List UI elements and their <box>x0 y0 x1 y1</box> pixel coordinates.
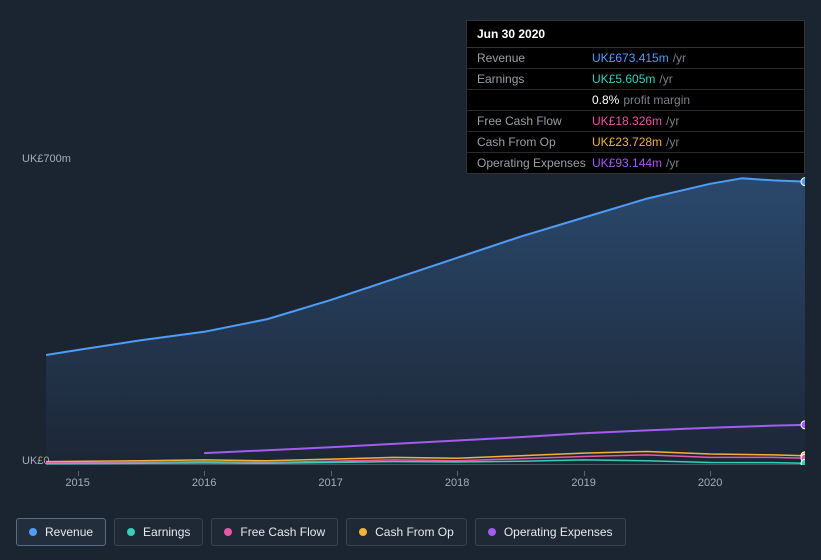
tooltip-row-label: Cash From Op <box>477 135 592 149</box>
legend-item-earnings[interactable]: Earnings <box>114 518 203 546</box>
x-tick-label: 2020 <box>698 477 722 489</box>
tooltip-row-label: Operating Expenses <box>477 156 592 170</box>
tooltip-row-label: Earnings <box>477 72 592 86</box>
x-tick-mark <box>331 471 332 476</box>
x-tick-mark <box>204 471 205 476</box>
tooltip-row-label <box>477 93 592 107</box>
marker-revenue[interactable] <box>801 178 805 186</box>
tooltip-row-label: Free Cash Flow <box>477 114 592 128</box>
x-axis: 2015 2016 2017 2018 2019 2020 <box>46 471 805 495</box>
x-tick-mark <box>457 471 458 476</box>
y-axis-max-label: UK£700m <box>22 153 71 165</box>
chart-plot[interactable] <box>46 169 805 465</box>
tooltip-date: Jun 30 2020 <box>467 21 804 48</box>
legend-swatch-icon <box>359 528 367 536</box>
x-tick-label: 2019 <box>571 477 595 489</box>
x-tick-mark <box>710 471 711 476</box>
chart-legend: Revenue Earnings Free Cash Flow Cash From O… <box>16 518 626 546</box>
legend-swatch-icon <box>29 528 37 536</box>
financials-chart[interactable]: UK£700m UK£0 201520162017201820192020 <box>16 155 805 495</box>
tooltip-row: Cash From OpUK£23.728m/yr <box>467 132 804 153</box>
legend-item-cash-from-op[interactable]: Cash From Op <box>346 518 467 546</box>
x-tick-label: 2016 <box>192 477 216 489</box>
tooltip-row: EarningsUK£5.605m/yr <box>467 69 804 90</box>
legend-label: Operating Expenses <box>504 525 613 539</box>
tooltip-row-value: UK£23.728m/yr <box>592 135 679 149</box>
legend-item-revenue[interactable]: Revenue <box>16 518 106 546</box>
x-tick-label: 2017 <box>318 477 342 489</box>
legend-label: Free Cash Flow <box>240 525 325 539</box>
legend-item-free-cash-flow[interactable]: Free Cash Flow <box>211 518 338 546</box>
x-tick-mark <box>584 471 585 476</box>
tooltip-row: Operating ExpensesUK£93.144m/yr <box>467 153 804 173</box>
tooltip-row: Free Cash FlowUK£18.326m/yr <box>467 111 804 132</box>
area-revenue <box>46 178 805 465</box>
tooltip-row-value: UK£673.415m/yr <box>592 51 686 65</box>
legend-swatch-icon <box>127 528 135 536</box>
x-tick-mark <box>78 471 79 476</box>
tooltip-row-value: UK£18.326m/yr <box>592 114 679 128</box>
legend-item-operating-expenses[interactable]: Operating Expenses <box>475 518 626 546</box>
legend-swatch-icon <box>488 528 496 536</box>
legend-label: Revenue <box>45 525 93 539</box>
tooltip-row-label: Revenue <box>477 51 592 65</box>
chart-tooltip: Jun 30 2020 RevenueUK£673.415m/yrEarning… <box>466 20 805 174</box>
x-tick-label: 2015 <box>65 477 89 489</box>
tooltip-row: RevenueUK£673.415m/yr <box>467 48 804 69</box>
legend-label: Earnings <box>143 525 190 539</box>
x-tick-label: 2018 <box>445 477 469 489</box>
legend-label: Cash From Op <box>375 525 454 539</box>
tooltip-row-value: UK£5.605m/yr <box>592 72 673 86</box>
tooltip-row-value: 0.8%profit margin <box>592 93 690 107</box>
marker-operating-expenses[interactable] <box>801 421 805 429</box>
tooltip-row-value: UK£93.144m/yr <box>592 156 679 170</box>
tooltip-row: 0.8%profit margin <box>467 90 804 111</box>
legend-swatch-icon <box>224 528 232 536</box>
